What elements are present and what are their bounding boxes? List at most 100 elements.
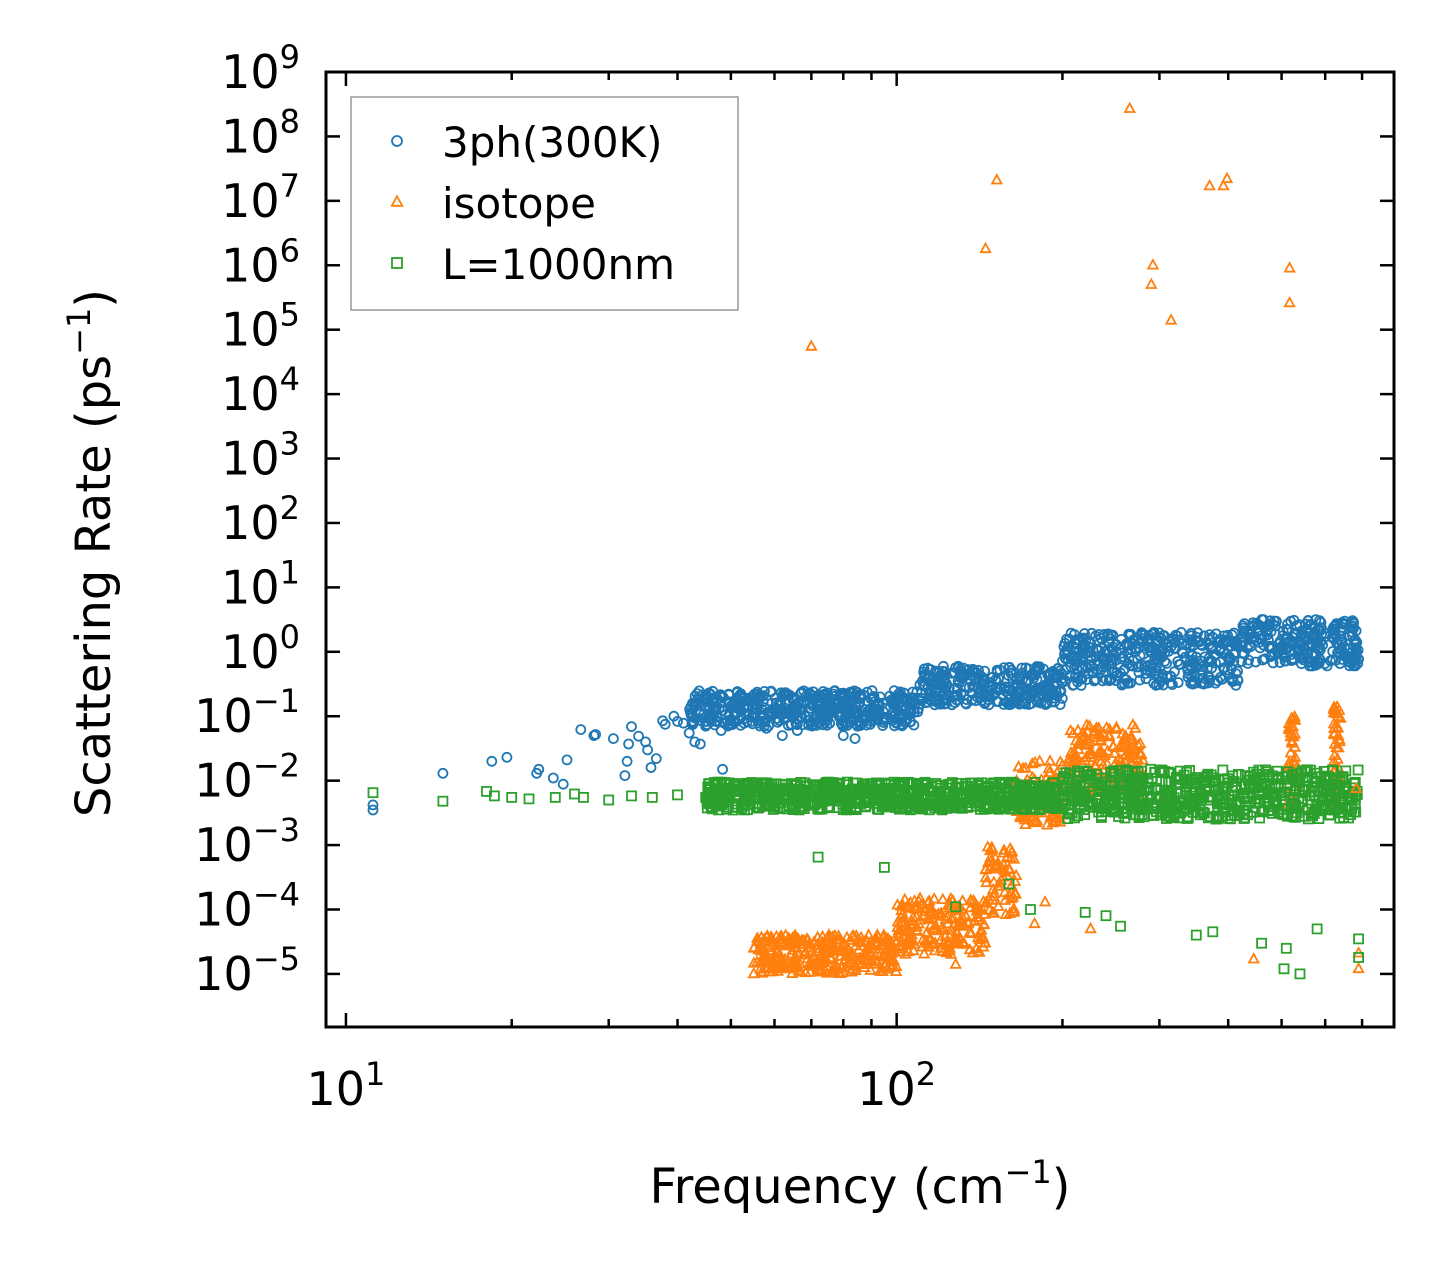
isotope-point bbox=[990, 173, 1004, 185]
y-tick-label: 10−5 bbox=[194, 940, 300, 1001]
3ph-300k-band-point bbox=[1314, 636, 1326, 648]
l-1000nm-point bbox=[1256, 937, 1267, 949]
isotope-band-point bbox=[870, 954, 884, 967]
3ph-300k-point bbox=[623, 738, 634, 750]
3ph-300k-band-point bbox=[1125, 628, 1137, 640]
3ph-300k-band-point bbox=[1092, 634, 1103, 646]
isotope-band-point bbox=[1018, 813, 1031, 825]
3ph-300k-band-point bbox=[1203, 656, 1214, 668]
l-1000nm-band-point bbox=[1228, 776, 1240, 787]
y-tick-label: 107 bbox=[221, 167, 300, 228]
l-1000nm-band-point bbox=[926, 781, 937, 793]
3ph-300k-band-point bbox=[1274, 657, 1286, 668]
3ph-300k-point bbox=[501, 751, 513, 763]
3ph-300k-band-point bbox=[1327, 654, 1338, 666]
3ph-300k-band-point bbox=[1111, 667, 1123, 679]
isotope-point bbox=[1349, 781, 1363, 793]
3ph-300k-band-point bbox=[992, 684, 1004, 696]
isotope-band-point bbox=[837, 938, 850, 951]
isotope-band-point bbox=[1042, 765, 1056, 777]
3ph-300k-band-point bbox=[923, 688, 935, 699]
l-1000nm-point bbox=[1025, 904, 1036, 915]
3ph-300k-band-point bbox=[699, 691, 711, 703]
isotope-band-point bbox=[1071, 737, 1085, 749]
isotope-band-point bbox=[750, 955, 764, 967]
isotope-band-point bbox=[1334, 711, 1347, 723]
l-1000nm-band-point bbox=[1220, 783, 1231, 795]
isotope-band-point bbox=[1042, 761, 1056, 774]
isotope-point bbox=[1038, 895, 1052, 907]
3ph-300k-band-point bbox=[1086, 661, 1098, 672]
3ph-300k-band-point bbox=[1032, 662, 1044, 673]
l-1000nm-band-point bbox=[844, 787, 855, 799]
3ph-300k-band-point bbox=[1140, 673, 1152, 685]
l-1000nm-band-point bbox=[1029, 798, 1041, 810]
l-1000nm-band-point bbox=[1349, 799, 1361, 810]
l-1000nm-band-point bbox=[819, 778, 831, 790]
isotope-band-point bbox=[1327, 717, 1341, 729]
3ph-300k-band-point bbox=[1086, 627, 1098, 639]
3ph-300k-band-point bbox=[1224, 653, 1235, 664]
isotope-band-point bbox=[1126, 718, 1140, 730]
isotope-band-point bbox=[980, 896, 993, 908]
isotope-band-point bbox=[841, 942, 855, 954]
l-1000nm-band-point bbox=[1072, 770, 1084, 782]
3ph-300k-point bbox=[575, 724, 587, 735]
isotope-point bbox=[1123, 101, 1137, 113]
l-1000nm-band-point bbox=[1078, 796, 1090, 808]
l-1000nm-point bbox=[1207, 926, 1219, 938]
l-1000nm-band-point bbox=[1108, 806, 1120, 818]
3ph-300k-band-point bbox=[1253, 626, 1265, 637]
isotope-band-point bbox=[1050, 811, 1063, 823]
l-1000nm-band-point bbox=[1102, 791, 1114, 802]
isotope-band-point bbox=[747, 940, 761, 953]
3ph-300k-band-point bbox=[1210, 677, 1221, 689]
3ph-300k-band-point bbox=[1165, 677, 1177, 689]
3ph-300k-band-point bbox=[1157, 668, 1168, 680]
isotope-point bbox=[1247, 952, 1260, 964]
l-1000nm-band-point bbox=[895, 778, 907, 790]
legend-label-l-1000nm: L=1000nm bbox=[442, 240, 675, 289]
isotope-band-point bbox=[1121, 740, 1135, 752]
l-1000nm-band-point bbox=[825, 786, 836, 798]
3ph-300k-band-point bbox=[1007, 697, 1019, 709]
l-1000nm-point bbox=[523, 793, 535, 805]
3ph-300k-band-point bbox=[1219, 662, 1230, 673]
y-tick-label: 10−1 bbox=[194, 682, 300, 743]
3ph-300k-band-point bbox=[1057, 673, 1069, 684]
l-1000nm-band-point bbox=[1252, 796, 1264, 808]
3ph-300k-band-point bbox=[1099, 653, 1111, 665]
3ph-300k-band-point bbox=[741, 700, 753, 712]
3ph-300k-band-point bbox=[778, 688, 789, 699]
isotope-point bbox=[1283, 261, 1296, 273]
isotope-band-point bbox=[992, 899, 1005, 911]
3ph-300k-band-point bbox=[856, 710, 868, 722]
isotope-band-point bbox=[863, 938, 876, 951]
isotope-point bbox=[1146, 258, 1160, 270]
3ph-300k-band-point bbox=[1245, 641, 1257, 652]
3ph-300k-point bbox=[642, 744, 653, 756]
3ph-300k-band-point bbox=[847, 687, 859, 699]
isotope-band-point bbox=[1333, 732, 1346, 744]
l-1000nm-band-point bbox=[1311, 767, 1323, 779]
l-1000nm-point bbox=[1278, 963, 1290, 975]
3ph-300k-point bbox=[694, 738, 706, 750]
3ph-300k-point bbox=[650, 753, 662, 764]
3ph-300k-band-point bbox=[852, 720, 863, 732]
l-1000nm-band-point bbox=[1159, 766, 1170, 777]
isotope-band-point bbox=[964, 900, 977, 913]
3ph-300k-point bbox=[678, 717, 689, 729]
l-1000nm-band-point bbox=[871, 777, 882, 789]
3ph-300k-band-point bbox=[1143, 629, 1155, 641]
l-1000nm-band-point bbox=[787, 786, 799, 797]
l-1000nm-point bbox=[1079, 907, 1091, 918]
3ph-300k-band-point bbox=[1192, 673, 1204, 685]
3ph-300k-band-point bbox=[1294, 638, 1305, 650]
isotope-band-point bbox=[807, 935, 821, 947]
l-1000nm-point bbox=[672, 789, 683, 801]
isotope-band-point bbox=[1007, 905, 1020, 917]
l-1000nm-point bbox=[646, 792, 658, 803]
l-1000nm-band-point bbox=[976, 777, 988, 789]
3ph-300k-band-point bbox=[1190, 661, 1202, 673]
3ph-300k-band-1 bbox=[914, 660, 1068, 711]
